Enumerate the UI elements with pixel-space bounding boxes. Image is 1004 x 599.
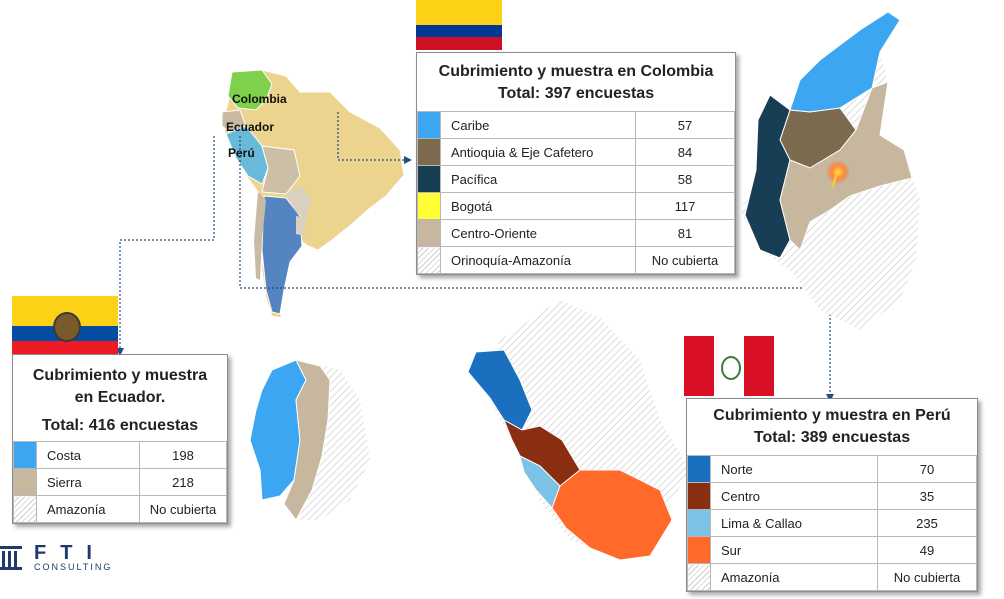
region-label: Norte	[710, 455, 878, 483]
panel-title-line1: Cubrimiento y muestra	[32, 367, 208, 384]
region-value: 218	[139, 468, 227, 496]
region-label: Centro	[710, 482, 878, 510]
ecuador-table: Costa 198 Sierra 218 Amazonía No cubierta	[13, 441, 227, 523]
table-row: Norte 70	[687, 455, 977, 483]
panel-title: Cubrimiento y muestra en Colombia	[438, 63, 714, 80]
coat-of-arms-icon	[721, 356, 741, 380]
region-label: Centro-Oriente	[440, 219, 636, 247]
color-swatch	[417, 111, 441, 139]
region-label: Antioquia & Eje Cafetero	[440, 138, 636, 166]
color-swatch	[417, 192, 441, 220]
map-label-colombia: Colombia	[232, 92, 287, 106]
region-value: No cubierta	[877, 563, 977, 591]
region-label: Pacífica	[440, 165, 636, 193]
logo-subtext: CONSULTING	[34, 562, 113, 572]
panel-total: Total: 389 encuestas	[753, 429, 911, 446]
table-row: Bogotá 117	[417, 192, 735, 220]
table-row: Amazonía No cubierta	[687, 563, 977, 591]
table-row: Centro 35	[687, 482, 977, 510]
color-swatch	[687, 482, 711, 510]
map-label-ecuador: Ecuador	[226, 120, 275, 134]
color-swatch	[687, 509, 711, 537]
colombia-map	[740, 11, 920, 330]
table-row: Lima & Callao 235	[687, 509, 977, 537]
region-label: Orinoquía-Amazonía	[440, 246, 636, 274]
table-row: Caribe 57	[417, 111, 735, 139]
region-value: 235	[877, 509, 977, 537]
region-label: Lima & Callao	[710, 509, 878, 537]
region-value: 70	[877, 455, 977, 483]
region-label: Amazonía	[36, 495, 140, 523]
color-swatch	[417, 165, 441, 193]
colombia-table: Caribe 57 Antioquia & Eje Cafetero 84 Pacífi…	[417, 111, 735, 274]
table-row: Sierra 218	[13, 468, 227, 496]
color-swatch	[417, 246, 441, 274]
fti-consulting-logo: FTI CONSULTING	[0, 542, 140, 574]
ecuador-coverage-panel: Cubrimiento y muestra en Ecuador. Total:…	[12, 354, 228, 524]
color-swatch	[687, 563, 711, 591]
colombia-coverage-panel: Cubrimiento y muestra en Colombia Total:…	[416, 52, 736, 275]
color-swatch	[417, 138, 441, 166]
region-value: 57	[635, 111, 735, 139]
coat-of-arms-icon	[53, 312, 81, 342]
fti-logo-icon	[0, 546, 22, 570]
color-swatch	[687, 455, 711, 483]
color-swatch	[417, 219, 441, 247]
panel-title-line2: en Ecuador.	[74, 389, 166, 406]
connector-lines	[119, 112, 831, 394]
region-value: 81	[635, 219, 735, 247]
color-swatch	[13, 441, 37, 469]
peru-map	[467, 300, 690, 561]
peru-coverage-panel: Cubrimiento y muestra en Perú Total: 389…	[686, 398, 978, 592]
region-value: 84	[635, 138, 735, 166]
peru-flag	[684, 336, 774, 396]
region-value: 117	[635, 192, 735, 220]
peru-table: Norte 70 Centro 35 Lima & Callao 235 Sur 49 Amaz…	[687, 455, 977, 591]
region-value: No cubierta	[635, 246, 735, 274]
table-row: Amazonía No cubierta	[13, 495, 227, 523]
colombia-flag	[416, 0, 502, 50]
table-row: Orinoquía-Amazonía No cubierta	[417, 246, 735, 274]
region-label: Costa	[36, 441, 140, 469]
region-value: 198	[139, 441, 227, 469]
panel-total: Total: 397 encuestas	[497, 85, 655, 102]
region-value: No cubierta	[139, 495, 227, 523]
ecuador-flag	[12, 296, 118, 356]
table-row: Pacífica 58	[417, 165, 735, 193]
color-swatch	[13, 468, 37, 496]
color-swatch	[687, 536, 711, 564]
region-label: Amazonía	[710, 563, 878, 591]
region-value: 35	[877, 482, 977, 510]
region-label: Bogotá	[440, 192, 636, 220]
south-america-map	[221, 69, 405, 319]
table-row: Antioquia & Eje Cafetero 84	[417, 138, 735, 166]
region-label: Sierra	[36, 468, 140, 496]
region-label: Caribe	[440, 111, 636, 139]
map-label-peru: Perú	[228, 146, 255, 160]
panel-total: Total: 416 encuestas	[41, 417, 199, 434]
table-row: Sur 49	[687, 536, 977, 564]
color-swatch	[13, 495, 37, 523]
table-row: Costa 198	[13, 441, 227, 469]
region-label: Sur	[710, 536, 878, 564]
table-row: Centro-Oriente 81	[417, 219, 735, 247]
ecuador-map	[249, 359, 370, 521]
panel-title: Cubrimiento y muestra en Perú	[713, 407, 951, 424]
logo-text: FTI	[34, 542, 106, 564]
region-value: 49	[877, 536, 977, 564]
region-value: 58	[635, 165, 735, 193]
